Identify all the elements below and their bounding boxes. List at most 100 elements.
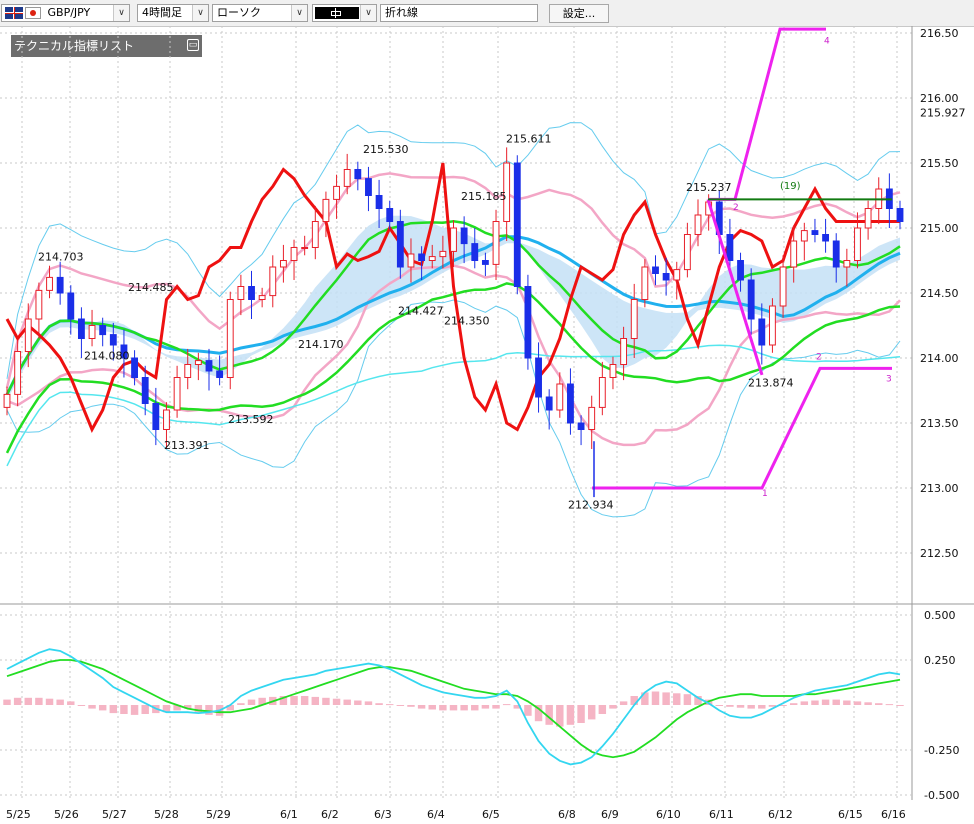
macd-histogram-bar — [247, 699, 256, 705]
candle-body — [737, 260, 744, 281]
date-tick-label: 6/8 — [558, 808, 576, 821]
settings-button[interactable]: 設定... — [549, 4, 609, 23]
candle — [513, 155, 521, 295]
date-tick-label: 5/28 — [154, 808, 179, 821]
macd-histogram-bar — [385, 704, 394, 706]
candle-body — [492, 221, 500, 265]
macd-histogram-bar — [290, 696, 298, 705]
candle-body — [694, 214, 702, 235]
macd-histogram-bar — [587, 705, 596, 720]
candle-body — [439, 250, 447, 258]
candle — [418, 246, 426, 280]
macd-histogram-bar — [789, 703, 798, 705]
candle — [492, 209, 500, 280]
macd-histogram-bar — [194, 705, 203, 713]
candle-body — [226, 299, 234, 378]
candle-body — [3, 393, 11, 408]
candle-body — [641, 266, 649, 300]
candle — [822, 218, 830, 253]
candle-body — [216, 370, 224, 378]
currency-pair-select[interactable]: GBP/JPY ∨ — [1, 4, 130, 22]
candle-body — [790, 240, 798, 268]
candle — [77, 307, 85, 358]
macd-histogram-bar — [226, 705, 234, 711]
price-annotation: 214.427 — [398, 304, 444, 317]
candle — [694, 199, 702, 247]
candle-body — [120, 344, 128, 359]
technical-indicator-panel[interactable]: テクニカル指標リスト ▭ — [11, 35, 202, 57]
candle-body — [333, 185, 340, 200]
candle — [726, 218, 734, 269]
candle-body — [577, 422, 585, 430]
candle — [109, 322, 117, 361]
macd-histogram-bar — [98, 705, 107, 711]
date-tick-label: 5/29 — [206, 808, 231, 821]
date-tick-label: 6/11 — [709, 808, 734, 821]
price-annotation: 214.350 — [444, 315, 490, 328]
candle-body — [769, 305, 776, 346]
chart-style-select[interactable]: ローソク ∨ — [212, 4, 308, 22]
candle-body — [609, 364, 617, 378]
price-annotation: 215.611 — [506, 133, 552, 146]
candle-body — [67, 292, 75, 320]
candle — [301, 235, 309, 256]
candle — [567, 368, 574, 435]
macd-histogram-bar — [141, 705, 149, 714]
candlesticks — [3, 147, 904, 449]
bollinger-lower-outer — [6, 299, 901, 518]
timeframe-select[interactable]: 4時間足 ∨ — [137, 4, 209, 22]
date-tick-label: 6/1 — [280, 808, 298, 821]
timeframe-label: 4時間足 — [142, 6, 182, 19]
price-annotations: 214.703 214.485 214.080 213.391 213.592 214.1… — [38, 133, 794, 512]
candle-body — [290, 247, 298, 261]
line-color-select[interactable]: ∨ — [312, 4, 377, 22]
candle — [481, 252, 489, 277]
candle — [471, 228, 479, 269]
macd-histogram-bar — [598, 705, 607, 714]
candle — [141, 365, 149, 416]
price-axis-label: 215.927 — [920, 106, 966, 119]
macd-histogram-bar — [896, 705, 904, 706]
candle-body — [864, 208, 872, 229]
candle — [396, 209, 404, 279]
macd-histogram-bar — [715, 705, 723, 706]
candle-body — [896, 208, 904, 222]
candle — [56, 261, 64, 305]
candle-body — [811, 230, 819, 236]
candle — [333, 174, 340, 219]
line-type-field[interactable]: 折れ線 — [380, 4, 538, 22]
chevron-down-icon[interactable]: ∨ — [113, 5, 129, 21]
candle-body — [662, 273, 670, 281]
macd-histogram-bar — [109, 705, 118, 714]
macd-axis-label: 0.500 — [924, 609, 956, 622]
zigzag-leg — [706, 198, 764, 376]
candle — [673, 261, 681, 300]
candle — [769, 298, 776, 353]
zigzag-lower — [592, 366, 892, 490]
macd-histogram-bar — [45, 698, 54, 705]
candle — [375, 179, 383, 228]
candle-body — [556, 383, 564, 411]
macd-histogram-bar — [651, 691, 660, 705]
macd-histogram-bar — [481, 705, 490, 709]
chevron-down-icon[interactable]: ∨ — [291, 5, 307, 21]
price-annotation: 213.592 — [228, 413, 274, 426]
macd-histogram-bar — [162, 705, 171, 713]
macd-histogram-bar — [332, 698, 341, 705]
macd-histogram-bar — [130, 705, 139, 715]
zigzag-lines: 1 2 3 4 2 (19) — [592, 27, 892, 499]
candle-body — [365, 178, 372, 197]
date-tick-label: 6/2 — [321, 808, 339, 821]
chevron-down-icon[interactable]: ∨ — [360, 5, 376, 21]
price-axis-label: 214.50 — [920, 287, 959, 300]
candle — [205, 348, 213, 391]
candle-body — [800, 230, 808, 242]
date-tick-label: 6/3 — [374, 808, 392, 821]
candle-body — [779, 266, 787, 307]
candle-body — [248, 286, 255, 300]
macd-histogram-bar — [683, 694, 692, 705]
panel-minimize-icon[interactable]: ▭ — [187, 39, 199, 51]
date-tick-label: 6/10 — [656, 808, 681, 821]
chevron-down-icon[interactable]: ∨ — [192, 5, 208, 21]
